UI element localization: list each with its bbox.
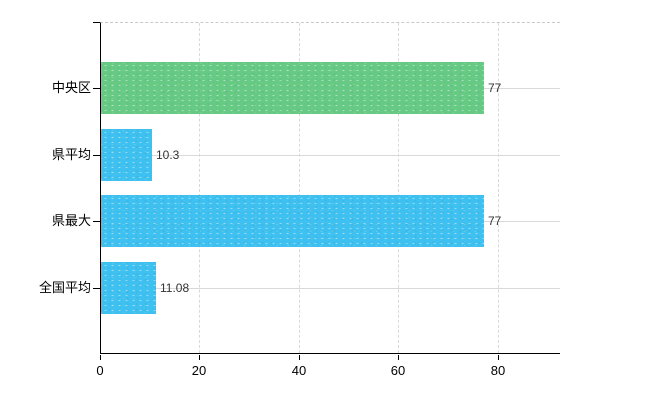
x-tick-mark — [498, 355, 499, 360]
x-tick-label: 20 — [191, 363, 207, 378]
y-tick-mark — [93, 288, 100, 289]
x-tick-label: 80 — [490, 363, 506, 378]
y-tick-mark — [93, 22, 100, 23]
bar-value-label: 77 — [488, 81, 502, 95]
bar-中央区 — [101, 62, 484, 114]
x-tick-label: 60 — [390, 363, 406, 378]
x-tick-mark — [398, 355, 399, 360]
bar-県平均 — [101, 129, 152, 181]
bar-value-label: 11.08 — [160, 281, 190, 295]
category-label: 県平均 — [51, 147, 91, 162]
bar-value-label: 77 — [488, 214, 502, 228]
x-gridline — [498, 23, 499, 353]
bar-value-label: 10.3 — [156, 148, 180, 162]
x-tick-label: 40 — [291, 363, 307, 378]
x-gridline — [299, 23, 300, 353]
bar-全国平均 — [101, 262, 156, 314]
y-tick-mark — [93, 155, 100, 156]
x-gridline — [199, 23, 200, 353]
category-label: 全国平均 — [38, 280, 91, 295]
x-tick-mark — [100, 355, 101, 360]
category-label: 県最大 — [51, 213, 91, 228]
y-tick-mark — [93, 221, 100, 222]
x-gridline — [398, 23, 399, 353]
x-tick-label: 0 — [96, 363, 104, 378]
y-tick-mark — [93, 88, 100, 89]
y-gridline — [101, 288, 560, 289]
plot-area — [100, 22, 560, 354]
category-label: 中央区 — [51, 80, 91, 95]
x-tick-mark — [199, 355, 200, 360]
bar-県最大 — [101, 195, 484, 247]
x-tick-mark — [299, 355, 300, 360]
y-gridline — [101, 155, 560, 156]
